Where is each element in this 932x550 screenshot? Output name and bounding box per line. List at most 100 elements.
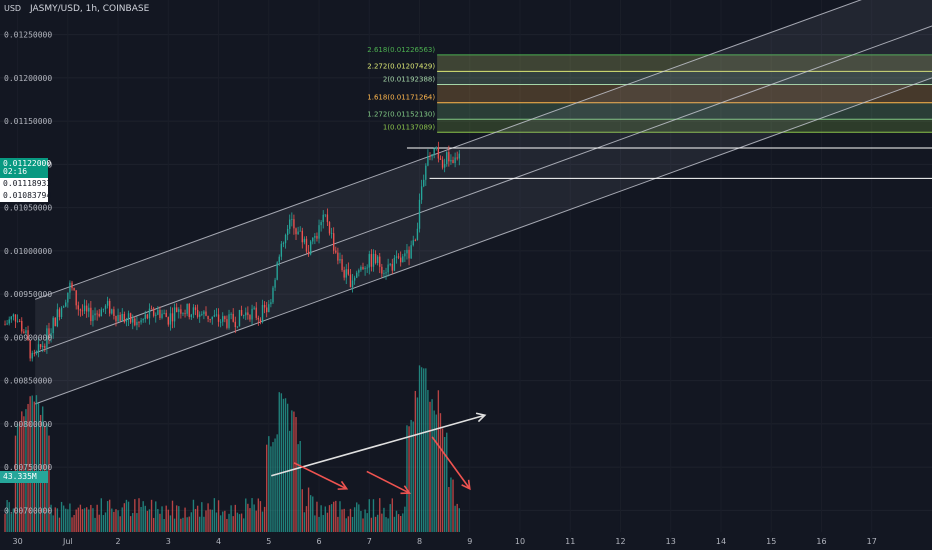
candle-body (337, 252, 339, 261)
time-tick-label: 16 (816, 537, 826, 546)
volume-bar (152, 517, 155, 532)
volume-bar (67, 509, 69, 532)
candle-body (425, 165, 427, 180)
volume-bar (178, 506, 180, 532)
volume-bar (393, 516, 396, 532)
candle-body (48, 328, 50, 338)
candle-body (299, 230, 301, 232)
volume-bar (236, 512, 239, 532)
time-tick-label: 6 (316, 537, 321, 546)
volume-bar (25, 409, 27, 532)
candle-body (157, 309, 159, 315)
fib-zone (437, 102, 932, 120)
volume-bar (324, 506, 327, 532)
candle-body (129, 313, 132, 323)
candle-body (88, 307, 90, 312)
candle-body (341, 259, 343, 271)
candle-body (115, 316, 117, 322)
candle-body (293, 219, 295, 229)
candle-body (190, 314, 193, 318)
candle-body (307, 251, 310, 255)
volume-tag: 43.335M (0, 471, 48, 483)
candle-body (351, 280, 354, 288)
candle-body (353, 277, 356, 281)
fib-label: 1.272(0.01152130) (367, 110, 435, 118)
candle-body (259, 319, 262, 323)
annotation-arrowhead (475, 412, 487, 423)
candle-body (134, 318, 136, 326)
time-tick-label: 14 (716, 537, 726, 546)
volume-bar (211, 509, 213, 532)
volume-bar (307, 487, 310, 532)
volume-bar (215, 512, 218, 532)
candle-body (163, 312, 165, 314)
candle-body (111, 309, 113, 314)
volume-bar (117, 510, 119, 532)
candle-body (79, 309, 82, 311)
volume-bar (232, 516, 234, 532)
volume-bar (194, 508, 197, 532)
volume-bar (301, 489, 303, 532)
volume-bar (228, 513, 230, 532)
volume-bar (127, 501, 130, 532)
candle-body (397, 256, 400, 258)
candle-body (203, 311, 205, 315)
volume-bar (186, 517, 188, 532)
candle-body (261, 304, 264, 323)
volume-bar (247, 503, 249, 532)
volume-bar (335, 500, 337, 532)
candle-body (25, 330, 27, 334)
candle-body (226, 319, 228, 328)
candle-body (75, 290, 77, 306)
candle-body (272, 287, 274, 303)
volume-bar (173, 518, 176, 532)
candle-body (245, 312, 247, 316)
candle-body (324, 214, 327, 216)
volume-bar (224, 510, 226, 532)
candle-body (184, 313, 186, 314)
level-a-tag: 0.01118933 (0, 178, 51, 190)
volume-bar (230, 505, 232, 532)
candle-body (31, 352, 33, 359)
candle-body (178, 309, 180, 312)
volume-bar (109, 499, 111, 532)
volume-bar (337, 516, 339, 532)
volume-bar (356, 502, 358, 532)
candle-body (186, 303, 188, 314)
candle-body (297, 231, 299, 235)
volume-bar (180, 518, 182, 532)
price-channel (34, 0, 932, 405)
volume-bar (79, 504, 82, 532)
candle-body (443, 164, 446, 168)
annotation-arrow (271, 414, 486, 477)
volume-bar (92, 508, 94, 532)
volume-bar (406, 425, 408, 532)
candle-body (289, 219, 291, 229)
volume-bar (83, 508, 86, 532)
volume-bar (366, 513, 368, 532)
volume-bar (448, 487, 450, 532)
volume-bar (138, 498, 140, 532)
volume-bar (418, 365, 421, 532)
fib-zone (437, 84, 932, 103)
candle-body (452, 159, 454, 164)
candle-body (381, 266, 383, 274)
price-tick-label: 0.00950000 (4, 290, 52, 299)
candle-body (395, 256, 398, 258)
volume-bar (121, 507, 123, 532)
candle-body (435, 147, 437, 149)
candle-body (94, 313, 96, 316)
price-tick-label: 0.00700000 (4, 506, 52, 515)
candle-body (121, 313, 123, 321)
candle-body (39, 344, 42, 348)
candle-body (62, 306, 65, 308)
candle-body (305, 238, 308, 252)
volume-bar (123, 503, 126, 532)
volume-bar (203, 516, 205, 532)
candle-body (362, 267, 364, 270)
countdown-tag: 02:16 (0, 166, 48, 178)
candle-body (16, 320, 19, 322)
price-tick-label: 0.01200000 (4, 74, 52, 83)
volume-bar (249, 508, 251, 532)
